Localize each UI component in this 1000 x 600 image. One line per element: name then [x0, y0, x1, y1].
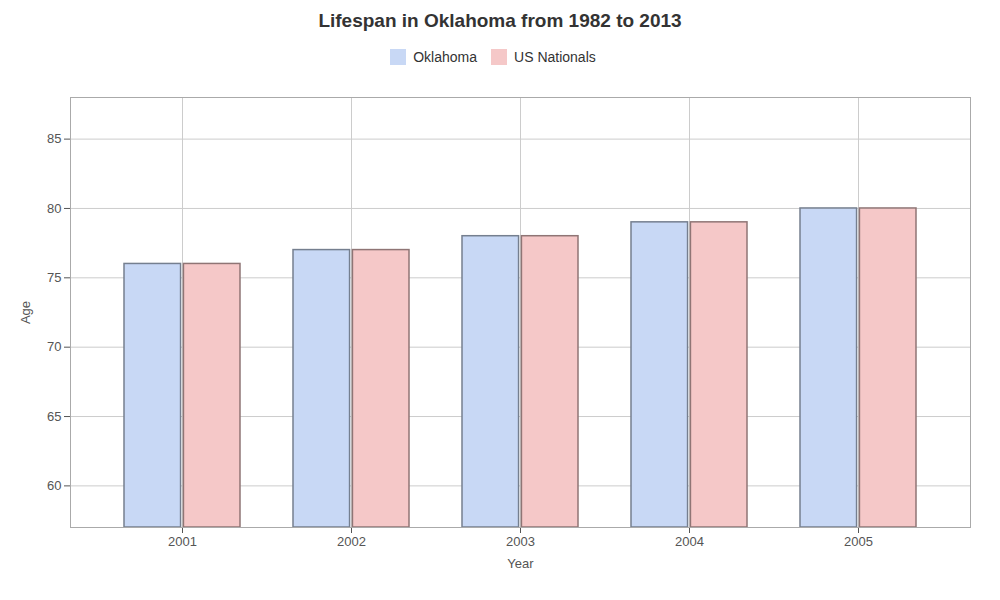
svg-text:2003: 2003 [506, 534, 535, 549]
svg-text:80: 80 [47, 201, 61, 216]
html-text:Oklahoma: Oklahoma [413, 48, 477, 65]
svg-text:Year: Year [507, 556, 534, 571]
svg-text:2001: 2001 [168, 534, 197, 549]
html-text:US Nationals: US Nationals [514, 48, 596, 65]
html-text:Lifespan in Oklahoma from 1982: Lifespan in Oklahoma from 1982 to 2013 [318, 10, 682, 31]
svg-text:2005: 2005 [844, 534, 873, 549]
svg-text:2004: 2004 [675, 534, 704, 549]
svg-text:60: 60 [47, 478, 61, 493]
svg-text:70: 70 [47, 339, 61, 354]
svg-text:85: 85 [47, 131, 61, 146]
svg-text:2002: 2002 [337, 534, 366, 549]
svg-text:Age: Age [18, 301, 33, 324]
svg-text:75: 75 [47, 270, 61, 285]
svg-text:65: 65 [47, 409, 61, 424]
